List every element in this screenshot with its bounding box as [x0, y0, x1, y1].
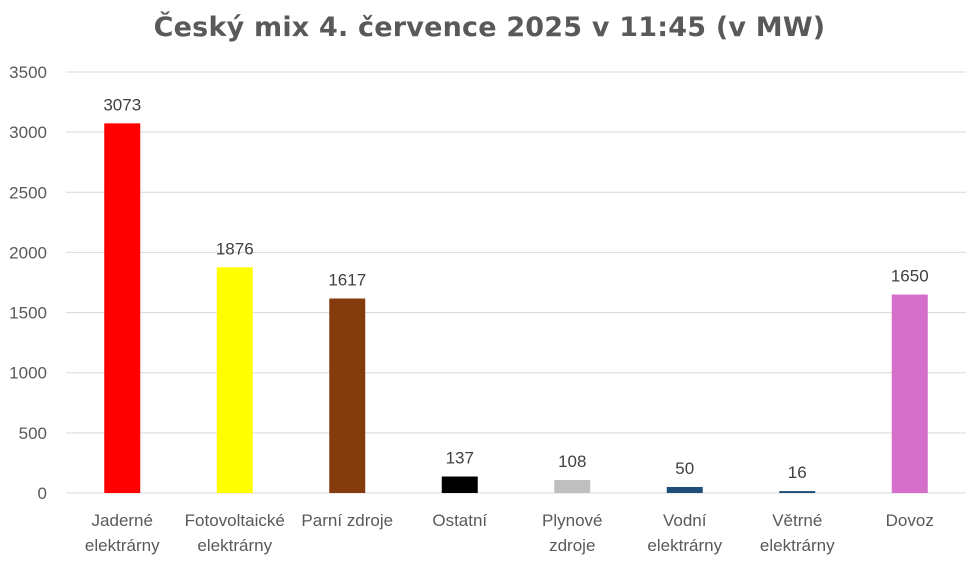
x-category-label: zdroje — [549, 536, 595, 555]
x-category-label: elektrárny — [647, 536, 722, 555]
x-category-label: Fotovoltaické — [185, 511, 285, 530]
x-category-label: Ostatní — [432, 511, 487, 530]
chart-title: Český mix 4. července 2025 v 11:45 (v MW… — [153, 12, 826, 43]
y-tick-label: 1000 — [9, 364, 47, 383]
y-axis-ticks: 0 500 1000 1500 2000 2500 3000 3500 — [9, 63, 47, 503]
x-category-label: Parní zdroje — [301, 511, 393, 530]
bar — [441, 476, 478, 493]
bar — [779, 491, 816, 493]
bar — [104, 123, 141, 493]
data-label: 3073 — [103, 95, 141, 114]
data-label: 50 — [675, 459, 694, 478]
x-category-label: elektrárny — [760, 536, 835, 555]
bar — [554, 480, 591, 493]
x-category-label: Vodní — [663, 511, 707, 530]
x-category-label: Dovoz — [886, 511, 934, 530]
x-category-label: Plynové — [542, 511, 602, 530]
x-axis-categories: Jaderné elektrárny Fotovoltaické elektrárny… — [85, 511, 934, 555]
y-tick-label: 2500 — [9, 183, 47, 202]
x-category-label: Jaderné — [92, 511, 153, 530]
y-tick-label: 3000 — [9, 123, 47, 142]
y-tick-label: 1500 — [9, 304, 47, 323]
bar — [666, 486, 703, 493]
bar — [216, 267, 253, 493]
data-labels: 3073 1876 1617 137 108 50 16 1650 — [103, 95, 928, 482]
x-category-label: elektrárny — [197, 536, 272, 555]
data-label: 1617 — [328, 270, 366, 289]
data-label: 16 — [788, 463, 807, 482]
data-label: 1876 — [216, 239, 254, 258]
y-tick-label: 0 — [38, 484, 47, 503]
y-tick-label: 500 — [19, 424, 47, 443]
x-category-label: Větrné — [772, 511, 822, 530]
data-label: 108 — [558, 452, 586, 471]
gridlines — [66, 71, 966, 494]
data-label: 1650 — [891, 267, 929, 286]
y-tick-label: 3500 — [9, 63, 47, 82]
bar — [329, 298, 366, 493]
x-category-label: elektrárny — [85, 536, 160, 555]
y-tick-label: 2000 — [9, 243, 47, 262]
bar — [891, 294, 928, 493]
bars — [104, 123, 928, 493]
data-label: 137 — [446, 449, 474, 468]
